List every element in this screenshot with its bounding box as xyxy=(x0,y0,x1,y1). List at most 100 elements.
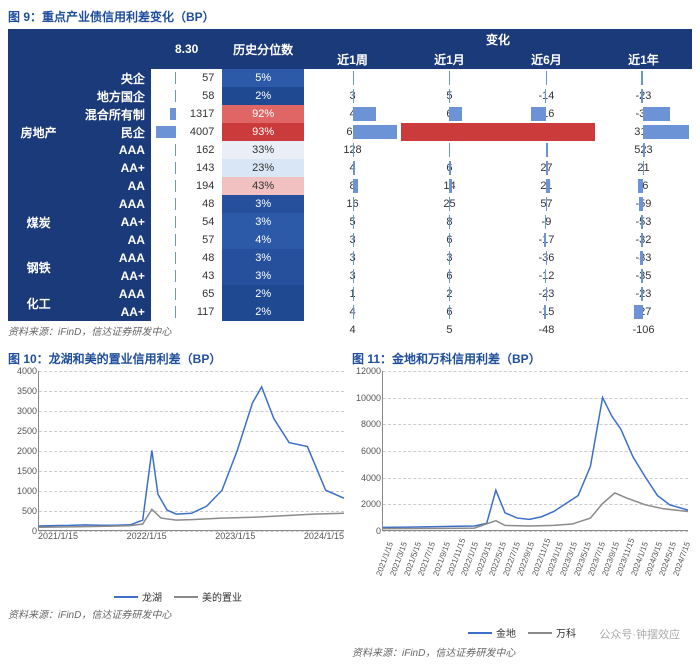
change-cell-m1: 130 xyxy=(401,105,498,123)
percentile-cell: 93% xyxy=(222,123,304,141)
change-cell-y1: 310 xyxy=(595,105,692,123)
percentile-cell: 2% xyxy=(222,285,304,303)
change-cell-w1: 69 xyxy=(304,105,401,123)
xtick-label: 2021/1/15 xyxy=(38,531,78,541)
change-cell-y1: 21 xyxy=(595,141,692,159)
change-cell-m1: 3 xyxy=(401,231,498,249)
ytick-label: 2500 xyxy=(9,426,37,436)
category-cell: 钢铁 xyxy=(8,249,69,285)
percentile-cell: 43% xyxy=(222,177,304,195)
hdr-m1: 近1月 xyxy=(401,49,498,69)
value-cell: 48 xyxy=(151,249,222,267)
subcategory-cell: AAA xyxy=(69,249,151,267)
table-row: AA19443%162557-59 xyxy=(8,177,692,195)
change-cell-m6: -48 xyxy=(498,303,595,321)
change-cell-y1: -6 xyxy=(595,159,692,177)
table-row: AA+14323%81421-6 xyxy=(8,159,692,177)
change-cell-y1: -59 xyxy=(595,177,692,195)
ytick-label: 8000 xyxy=(353,419,381,429)
fig10: 图 10：龙湖和美的置业信用利差（BP） 0500100015002000250… xyxy=(8,346,348,659)
change-cell-m1: 6 xyxy=(401,141,498,159)
change-cell-m1: 6 xyxy=(401,213,498,231)
subcategory-cell: 混合所有制 xyxy=(69,105,151,123)
change-cell-y1: -23 xyxy=(595,267,692,285)
ytick-label: 1000 xyxy=(9,486,37,496)
change-cell-m6: -36 xyxy=(498,231,595,249)
change-cell-m1: 25 xyxy=(401,177,498,195)
percentile-cell: 5% xyxy=(222,69,304,87)
ytick-label: 6000 xyxy=(353,446,381,456)
value-cell: 194 xyxy=(151,177,222,195)
ytick-label: 500 xyxy=(9,506,37,516)
series-line xyxy=(383,398,688,528)
change-cell-y1: -33 xyxy=(595,231,692,249)
table-row: 地方国企582%46-16-30 xyxy=(8,87,692,105)
change-cell-m6: -12 xyxy=(498,249,595,267)
ytick-label: 4000 xyxy=(353,473,381,483)
fig11-title: 图 11：金地和万科信用利差（BP） xyxy=(352,350,692,367)
subcategory-cell: AA xyxy=(69,177,151,195)
change-cell-w1: 4 xyxy=(304,285,401,303)
change-cell-m6: -256 xyxy=(498,105,595,123)
subcategory-cell: AAA xyxy=(69,141,151,159)
subcategory-cell: AAA xyxy=(69,195,151,213)
fig10-xlabels: 2021/1/152022/1/152023/1/152024/1/15 xyxy=(38,531,344,541)
change-cell-y1: -53 xyxy=(595,195,692,213)
value-cell: 43 xyxy=(151,267,222,285)
value-cell: 143 xyxy=(151,159,222,177)
legend-item: 万科 xyxy=(528,625,576,640)
value-cell: 4007 xyxy=(151,123,222,141)
xtick-label: 2022/1/15 xyxy=(127,531,167,541)
hdr-blank xyxy=(8,29,151,49)
change-cell-m1: 5 xyxy=(401,303,498,321)
subcategory-cell: AA+ xyxy=(69,213,151,231)
subcategory-cell: AAA xyxy=(69,285,151,303)
subcategory-cell: 央企 xyxy=(69,69,151,87)
change-cell-w1: 4 xyxy=(304,303,401,321)
percentile-cell: 33% xyxy=(222,141,304,159)
change-cell-m1: 14 xyxy=(401,159,498,177)
change-cell-w1: 8 xyxy=(304,159,401,177)
percentile-cell: 3% xyxy=(222,267,304,285)
hdr-chg: 变化 xyxy=(304,29,692,49)
fig10-legend: 龙湖美的置业 xyxy=(8,589,348,604)
fig11-source: 资料来源：iFinD，信达证券研发中心 xyxy=(352,644,692,659)
fig10-source: 资料来源：iFinD，信达证券研发中心 xyxy=(8,606,348,621)
ytick-label: 0 xyxy=(353,526,381,536)
change-cell-w1: 16 xyxy=(304,177,401,195)
table-row: 钢铁AAA483%36-12-35 xyxy=(8,249,692,267)
percentile-cell: 92% xyxy=(222,105,304,123)
value-cell: 162 xyxy=(151,141,222,159)
fig9-table: 8.30 历史分位数 变化 近1周 近1月 近6月 近1年 房地产央企575%3… xyxy=(8,29,692,321)
subcategory-cell: 民企 xyxy=(69,123,151,141)
change-cell-m1: 6 xyxy=(401,87,498,105)
change-cell-m1: 6 xyxy=(401,285,498,303)
hdr-m6: 近6月 xyxy=(498,49,595,69)
subcategory-cell: AA xyxy=(69,231,151,249)
change-cell-m6: -17 xyxy=(498,213,595,231)
legend-item: 龙湖 xyxy=(114,589,162,604)
table-row: 混合所有制131792%69130-256310 xyxy=(8,105,692,123)
fig10-plot: 05001000150020002500300035004000 xyxy=(38,371,344,531)
subcategory-cell: AA+ xyxy=(69,303,151,321)
fig11-plot: 020004000600080001000012000 xyxy=(382,371,688,531)
value-cell: 57 xyxy=(151,231,222,249)
ytick-label: 2000 xyxy=(9,446,37,456)
change-cell-m6: 57 xyxy=(498,177,595,195)
ytick-label: 10000 xyxy=(353,393,381,403)
series-line xyxy=(383,493,688,529)
change-cell-y1: -27 xyxy=(595,285,692,303)
change-cell-w1: 4 xyxy=(304,141,401,159)
change-cell-w1: 4 xyxy=(304,87,401,105)
change-cell-m1: 8 xyxy=(401,195,498,213)
change-cell-m6: -14 xyxy=(498,69,595,87)
percentile-cell: 4% xyxy=(222,231,304,249)
value-cell: 58 xyxy=(151,87,222,105)
change-cell-m1: -487 xyxy=(401,123,498,141)
hdr-pct: 历史分位数 xyxy=(222,29,304,69)
change-cell-y1: -32 xyxy=(595,213,692,231)
hdr-w1: 近1周 xyxy=(304,49,401,69)
ytick-label: 4000 xyxy=(9,366,37,376)
ytick-label: 0 xyxy=(9,526,37,536)
table-row: 化工AAA652%46-15-27 xyxy=(8,285,692,303)
